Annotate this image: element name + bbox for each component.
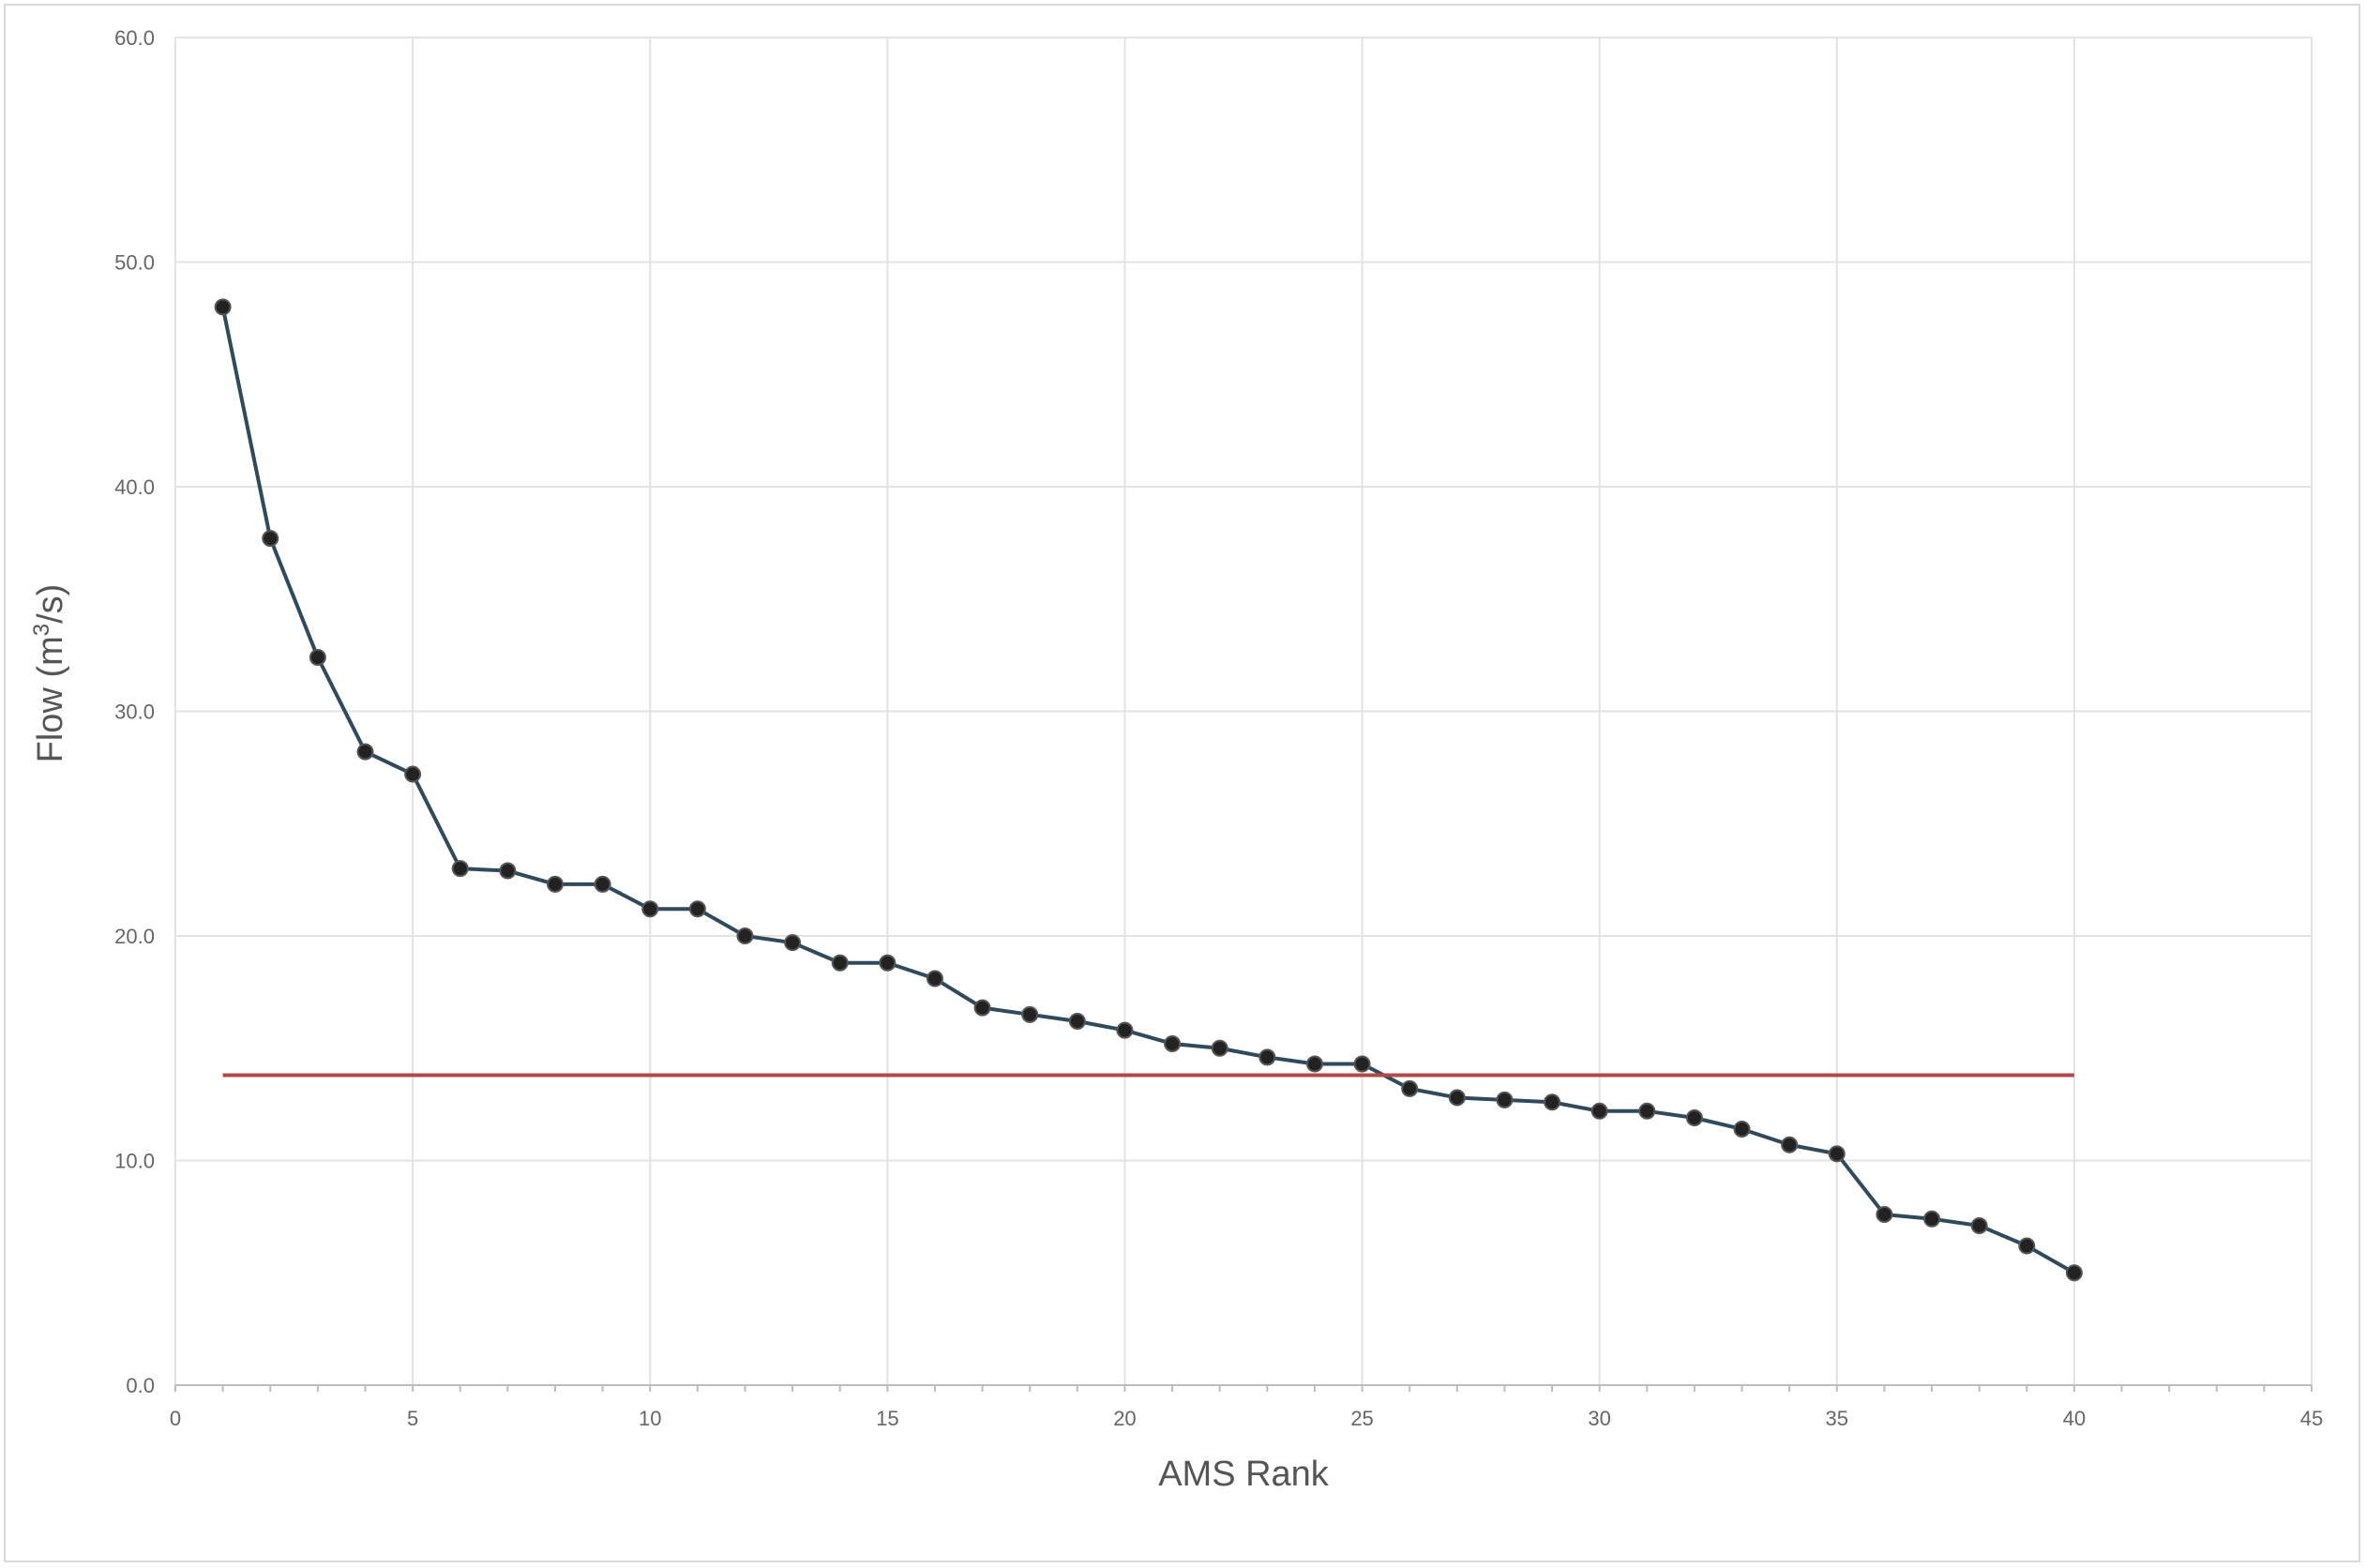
flow-data-point — [1353, 1055, 1371, 1073]
y-tick-label: 60.0 — [114, 26, 155, 50]
flow-data-point — [2018, 1237, 2036, 1255]
flow-data-point — [784, 934, 802, 952]
flow-data-point — [1211, 1039, 1228, 1057]
series-layer — [220, 306, 2075, 1274]
flow-data-point — [1970, 1216, 1988, 1234]
flow-data-point — [499, 862, 517, 880]
flow-data-point — [736, 927, 754, 944]
grid-layer — [174, 37, 2313, 1385]
marker-layer — [214, 298, 2083, 1282]
flow-data-point — [688, 900, 706, 918]
flow-series-line — [220, 306, 2075, 1274]
x-tick-label: 25 — [1350, 1407, 1373, 1430]
flow-data-point — [546, 875, 564, 893]
flow-data-point — [1164, 1034, 1182, 1052]
flow-data-point — [1923, 1210, 1941, 1228]
y-tick-label: 10.0 — [114, 1150, 155, 1173]
flow-data-point — [309, 649, 326, 667]
flow-data-point — [1496, 1091, 1514, 1108]
flow-data-point — [831, 954, 849, 972]
y-axis-title: Flow (m3/s) — [29, 584, 70, 763]
x-tick-label: 35 — [1826, 1407, 1848, 1430]
flow-data-point — [641, 900, 659, 918]
x-tick-label: 0 — [170, 1407, 181, 1430]
flow-data-point — [404, 765, 422, 783]
flow-data-point — [1781, 1136, 1799, 1153]
flow-data-point — [1828, 1145, 1846, 1163]
flow-data-point — [1068, 1013, 1086, 1031]
flow-data-point — [2065, 1264, 2083, 1282]
x-tick-label: 40 — [2063, 1407, 2086, 1430]
flow-data-point — [214, 298, 232, 316]
axis-layer: 0.0 10.0 20.0 30.0 40.0 50.0 60.0 0 5 10 15 20 25 30 3… — [114, 26, 2323, 1430]
flow-data-point — [262, 530, 279, 548]
flow-data-point — [1685, 1108, 1703, 1126]
flow-data-point — [926, 970, 943, 988]
flow-data-point — [1733, 1120, 1751, 1138]
flow-data-point — [973, 999, 991, 1017]
x-tick-label: 30 — [1588, 1407, 1610, 1430]
flow-data-point — [1021, 1005, 1039, 1023]
flow-data-point — [1544, 1093, 1561, 1111]
flow-data-point — [594, 875, 611, 893]
y-tick-label: 0.0 — [126, 1374, 155, 1397]
flow-data-point — [1876, 1205, 1893, 1223]
y-tick-label: 50.0 — [114, 251, 155, 275]
x-tick-label: 15 — [876, 1407, 898, 1430]
flow-data-point — [1448, 1089, 1466, 1107]
flow-data-point — [1305, 1055, 1323, 1073]
chart-frame — [4, 4, 2360, 1562]
flow-data-point — [879, 954, 897, 972]
y-tick-label: 40.0 — [114, 475, 155, 499]
flow-data-point — [1590, 1102, 1608, 1120]
x-tick-label: 45 — [2300, 1407, 2323, 1430]
flow-data-point — [1258, 1048, 1276, 1066]
y-axis-title-superscript: 3 — [29, 624, 54, 636]
flow-data-point — [1116, 1021, 1134, 1039]
y-tick-label: 20.0 — [114, 925, 155, 948]
x-axis-title: AMS Rank — [1158, 1455, 1330, 1494]
x-tick-label: 20 — [1113, 1407, 1136, 1430]
flow-data-point — [1638, 1102, 1656, 1120]
x-tick-label: 10 — [639, 1407, 661, 1430]
flow-data-point — [356, 743, 374, 761]
x-tick-label: 5 — [407, 1407, 418, 1430]
flow-data-point — [451, 860, 469, 878]
flow-data-point — [1401, 1079, 1419, 1097]
y-tick-label: 30.0 — [114, 701, 155, 724]
